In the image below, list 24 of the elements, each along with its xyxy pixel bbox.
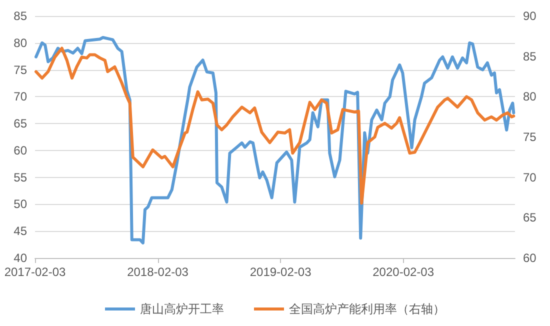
y-tick-label: 80 xyxy=(14,36,28,50)
y-tick-label: 50 xyxy=(14,197,28,212)
x-tick-label: 2020-02-03 xyxy=(372,265,434,279)
y-tick-label: 70 xyxy=(14,90,28,104)
x-tick-label: 2018-02-03 xyxy=(127,265,189,279)
legend-label: 全国高炉产能利用率（右轴） xyxy=(289,302,445,316)
y2-tick-label: 75 xyxy=(523,130,537,144)
y-tick-label: 55 xyxy=(14,170,28,184)
y-tick-label: 45 xyxy=(14,224,28,238)
y-tick-label: 85 xyxy=(14,9,28,23)
y-tick-label: 40 xyxy=(14,251,28,265)
legend-label: 唐山高炉开工率 xyxy=(140,302,224,316)
y2-tick-label: 70 xyxy=(523,170,537,184)
y-tick-label: 65 xyxy=(14,116,28,131)
y-tick-label: 75 xyxy=(14,62,28,77)
line-series xyxy=(34,46,516,205)
y2-tick-label: 80 xyxy=(523,90,537,104)
y-tick-label: 60 xyxy=(14,143,28,158)
y2-tick-label: 85 xyxy=(523,49,537,64)
y2-tick-label: 90 xyxy=(523,9,537,23)
y2-tick-label: 65 xyxy=(523,210,537,225)
x-tick-label: 2019-02-03 xyxy=(250,265,312,279)
x-tick-label: 2017-02-03 xyxy=(4,265,66,279)
y2-tick-label: 60 xyxy=(523,251,537,265)
